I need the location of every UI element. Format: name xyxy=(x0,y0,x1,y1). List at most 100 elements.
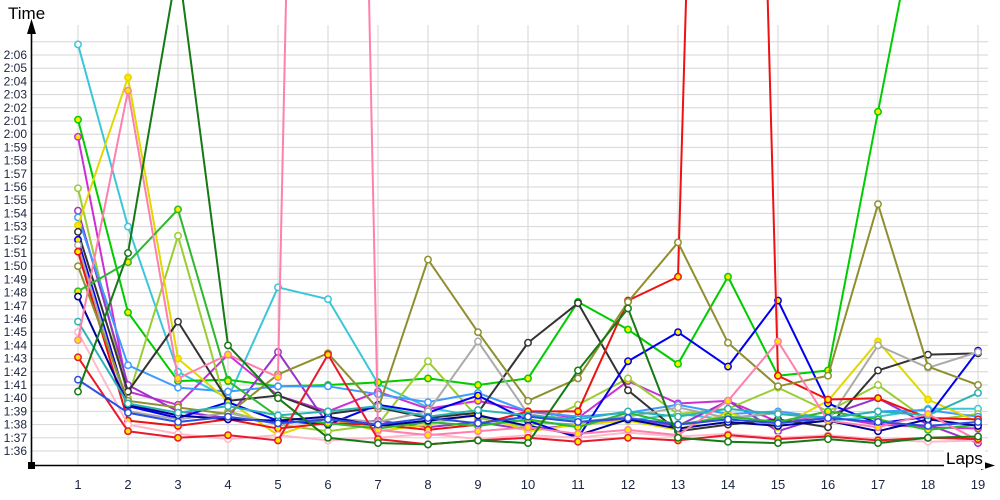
x-tick-label: 13 xyxy=(671,477,685,492)
data-point-marker xyxy=(174,418,182,426)
data-point-marker xyxy=(324,427,332,436)
data-point-marker xyxy=(974,348,982,356)
x-tick-label: 18 xyxy=(921,477,935,492)
data-point-marker xyxy=(174,205,182,214)
data-point-marker xyxy=(74,375,82,384)
data-point-marker xyxy=(674,272,682,281)
data-point-marker xyxy=(974,432,982,441)
data-point-marker xyxy=(174,408,182,417)
data-point-marker xyxy=(724,437,732,446)
data-point-marker xyxy=(574,366,582,375)
y-tick-label: 2:03 xyxy=(4,88,28,102)
data-point-marker xyxy=(874,407,882,416)
data-point-marker xyxy=(674,420,682,429)
y-tick-label: 1:56 xyxy=(4,180,28,194)
data-point-marker xyxy=(124,427,132,436)
y-tick-label: 1:54 xyxy=(4,206,28,220)
data-point-marker xyxy=(874,107,882,116)
data-point-marker xyxy=(474,436,482,445)
data-point-marker xyxy=(424,357,432,366)
x-tick-label: 2 xyxy=(124,477,131,492)
y-tick-label: 1:53 xyxy=(4,220,28,234)
data-point-marker xyxy=(724,415,732,424)
data-point-marker xyxy=(74,387,82,396)
data-point-marker xyxy=(274,382,282,391)
data-point-marker xyxy=(424,374,432,383)
data-point-marker xyxy=(474,406,482,415)
data-point-marker xyxy=(324,433,332,442)
data-point-marker xyxy=(774,337,782,346)
data-point-marker xyxy=(574,299,582,308)
x-tick-label: 11 xyxy=(571,477,585,492)
data-point-marker xyxy=(824,423,832,432)
data-point-marker xyxy=(174,317,182,326)
x-tick-label: 9 xyxy=(474,477,481,492)
data-point-marker xyxy=(274,394,282,403)
y-tick-label: 2:02 xyxy=(4,101,28,115)
y-tick-label: 1:57 xyxy=(4,167,28,181)
data-point-marker xyxy=(174,433,182,442)
data-point-marker xyxy=(874,200,882,209)
data-point-marker xyxy=(274,373,282,382)
data-point-marker xyxy=(724,404,732,413)
data-point-marker xyxy=(974,418,982,426)
data-point-marker xyxy=(624,407,632,416)
y-tick-label: 2:06 xyxy=(4,48,28,62)
data-point-marker xyxy=(74,336,82,345)
data-point-marker xyxy=(424,398,432,407)
data-point-marker xyxy=(74,184,82,193)
data-point-marker xyxy=(224,377,232,385)
data-point-marker xyxy=(974,381,982,389)
y-tick-label: 2:04 xyxy=(4,74,28,88)
data-point-marker xyxy=(224,350,232,359)
data-point-marker xyxy=(574,429,582,438)
data-point-marker xyxy=(824,435,832,444)
data-point-marker xyxy=(324,382,332,391)
x-tick-label: 4 xyxy=(224,477,231,492)
data-point-marker xyxy=(374,420,382,429)
data-point-marker xyxy=(574,437,582,446)
data-point-marker xyxy=(674,359,682,368)
y-axis-title: Time xyxy=(8,4,46,23)
y-tick-label: 2:05 xyxy=(4,61,28,75)
y-tick-label: 1:55 xyxy=(4,193,28,207)
x-tick-label: 10 xyxy=(521,477,535,492)
y-tick-label: 1:44 xyxy=(4,338,28,352)
data-point-marker xyxy=(874,394,882,403)
data-point-marker xyxy=(674,403,682,412)
data-point-marker xyxy=(924,362,932,371)
data-point-marker xyxy=(524,412,532,421)
data-point-marker xyxy=(874,366,882,375)
data-point-marker xyxy=(174,374,182,383)
y-tick-label: 2:01 xyxy=(4,114,28,128)
data-point-marker xyxy=(374,439,382,448)
data-point-marker xyxy=(874,381,882,389)
data-point-marker xyxy=(174,231,182,240)
data-point-marker xyxy=(624,386,632,395)
data-point-marker xyxy=(924,410,932,418)
data-point-marker xyxy=(524,396,532,405)
data-point-marker xyxy=(74,227,82,236)
data-point-marker xyxy=(624,374,632,383)
data-point-marker xyxy=(424,431,432,440)
data-point-marker xyxy=(524,439,532,448)
data-point-marker xyxy=(74,353,82,362)
data-point-marker xyxy=(924,433,932,442)
data-point-marker xyxy=(574,407,582,416)
data-point-marker xyxy=(824,371,832,380)
y-tick-label: 2:00 xyxy=(4,127,28,141)
data-point-marker xyxy=(624,325,632,334)
data-point-marker xyxy=(874,341,882,350)
data-point-marker xyxy=(224,341,232,350)
y-tick-label: 1:38 xyxy=(4,418,28,432)
data-point-marker xyxy=(774,371,782,380)
origin-marker xyxy=(28,462,35,469)
data-point-marker xyxy=(424,414,432,422)
y-tick-label: 1:37 xyxy=(4,431,28,445)
x-tick-label: 1 xyxy=(74,477,81,492)
data-point-marker xyxy=(274,411,282,420)
data-point-marker xyxy=(974,388,982,397)
data-point-marker xyxy=(874,439,882,448)
data-point-marker xyxy=(474,381,482,389)
